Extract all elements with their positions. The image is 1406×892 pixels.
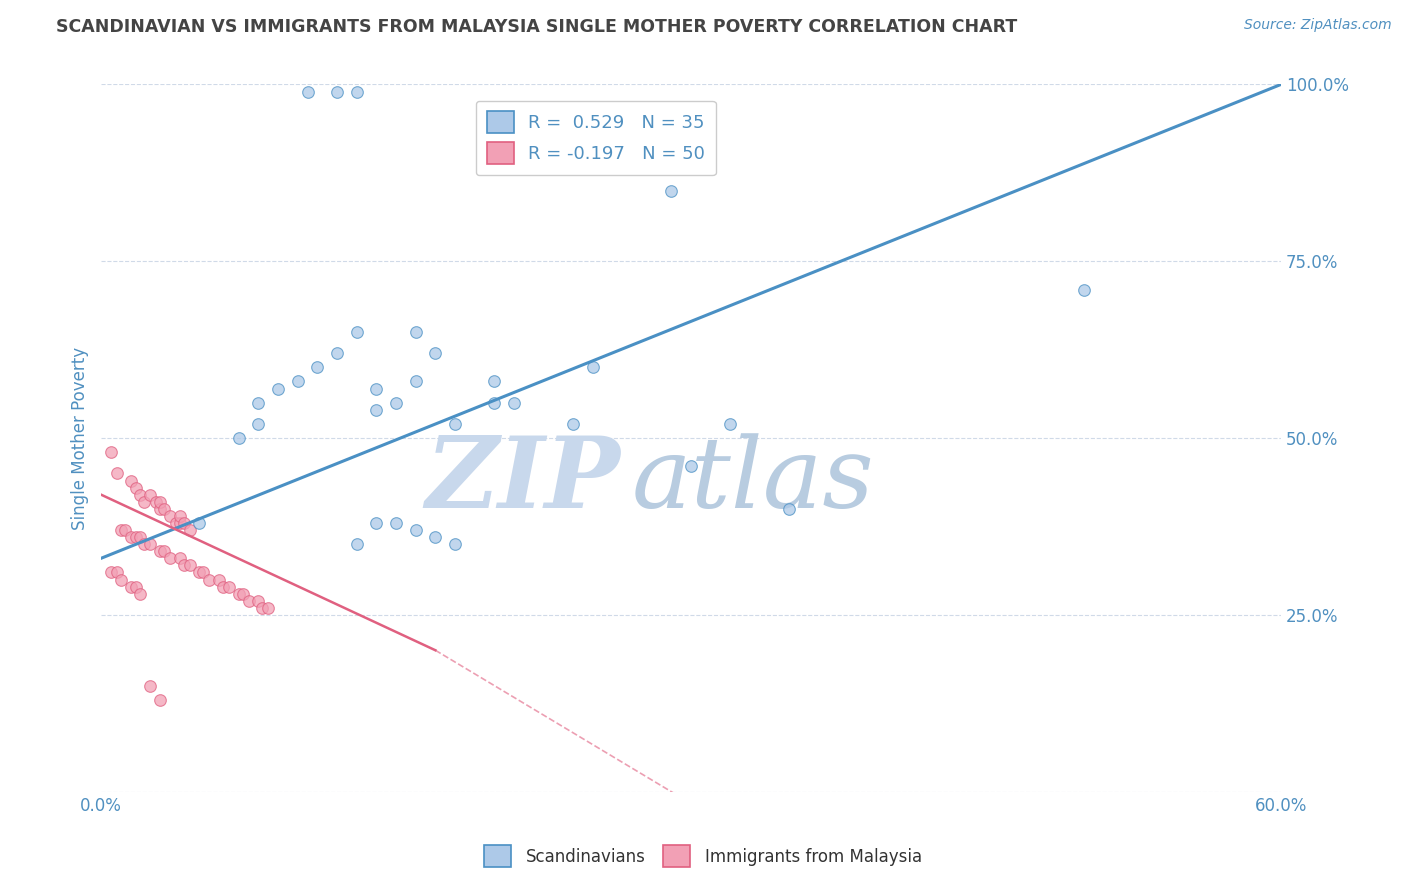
Point	[134, 494, 156, 508]
Point	[247, 417, 270, 431]
Point	[198, 573, 221, 587]
Point	[287, 375, 309, 389]
Point	[165, 516, 187, 530]
Point	[153, 544, 176, 558]
Point	[139, 537, 162, 551]
Point	[110, 573, 132, 587]
Point	[228, 587, 250, 601]
Point	[385, 516, 408, 530]
Point	[659, 184, 682, 198]
Point	[149, 501, 172, 516]
Point	[503, 395, 526, 409]
Point	[212, 580, 235, 594]
Point	[139, 679, 162, 693]
Point	[110, 523, 132, 537]
Point	[153, 501, 176, 516]
Point	[326, 85, 349, 99]
Point	[114, 523, 136, 537]
Point	[105, 467, 128, 481]
Point	[134, 537, 156, 551]
Point	[247, 395, 270, 409]
Point	[366, 382, 388, 396]
Point	[193, 566, 215, 580]
Point	[405, 325, 427, 339]
Text: SCANDINAVIAN VS IMMIGRANTS FROM MALAYSIA SINGLE MOTHER POVERTY CORRELATION CHART: SCANDINAVIAN VS IMMIGRANTS FROM MALAYSIA…	[56, 18, 1018, 36]
Point	[247, 593, 270, 607]
Point	[125, 530, 148, 544]
Point	[778, 501, 800, 516]
Point	[120, 474, 142, 488]
Point	[562, 417, 585, 431]
Point	[366, 516, 388, 530]
Point	[129, 587, 152, 601]
Point	[159, 508, 181, 523]
Point	[718, 417, 741, 431]
Point	[484, 395, 506, 409]
Point	[120, 530, 142, 544]
Point	[218, 580, 240, 594]
Point	[346, 537, 368, 551]
Point	[679, 459, 702, 474]
Y-axis label: Single Mother Poverty: Single Mother Poverty	[72, 346, 89, 530]
Point	[145, 494, 167, 508]
Point	[238, 593, 260, 607]
Text: atlas: atlas	[633, 433, 875, 528]
Legend: R =  0.529   N = 35, R = -0.197   N = 50: R = 0.529 N = 35, R = -0.197 N = 50	[475, 101, 716, 176]
Point	[346, 325, 368, 339]
Point	[267, 382, 290, 396]
Point	[169, 516, 191, 530]
Text: ZIP: ZIP	[425, 433, 620, 529]
Point	[346, 85, 368, 99]
Point	[149, 544, 172, 558]
Point	[100, 566, 122, 580]
Point	[125, 580, 148, 594]
Point	[252, 600, 274, 615]
Point	[307, 360, 329, 375]
Point	[159, 551, 181, 566]
Point	[139, 488, 162, 502]
Point	[208, 573, 231, 587]
Point	[173, 558, 195, 573]
Point	[425, 346, 447, 360]
Point	[188, 516, 211, 530]
Point	[326, 346, 349, 360]
Point	[179, 558, 201, 573]
Point	[405, 375, 427, 389]
Point	[484, 375, 506, 389]
Point	[257, 600, 280, 615]
Point	[129, 530, 152, 544]
Point	[385, 395, 408, 409]
Legend: Scandinavians, Immigrants from Malaysia: Scandinavians, Immigrants from Malaysia	[477, 838, 929, 874]
Point	[173, 516, 195, 530]
Point	[129, 488, 152, 502]
Text: Source: ZipAtlas.com: Source: ZipAtlas.com	[1244, 18, 1392, 32]
Point	[425, 530, 447, 544]
Point	[179, 523, 201, 537]
Point	[188, 566, 211, 580]
Point	[169, 508, 191, 523]
Point	[444, 417, 467, 431]
Point	[1073, 283, 1095, 297]
Point	[366, 402, 388, 417]
Point	[125, 481, 148, 495]
Point	[169, 551, 191, 566]
Point	[232, 587, 254, 601]
Point	[228, 431, 250, 445]
Point	[105, 566, 128, 580]
Point	[297, 85, 319, 99]
Point	[582, 360, 605, 375]
Point	[100, 445, 122, 459]
Point	[405, 523, 427, 537]
Point	[120, 580, 142, 594]
Point	[149, 494, 172, 508]
Point	[149, 692, 172, 706]
Point	[444, 537, 467, 551]
